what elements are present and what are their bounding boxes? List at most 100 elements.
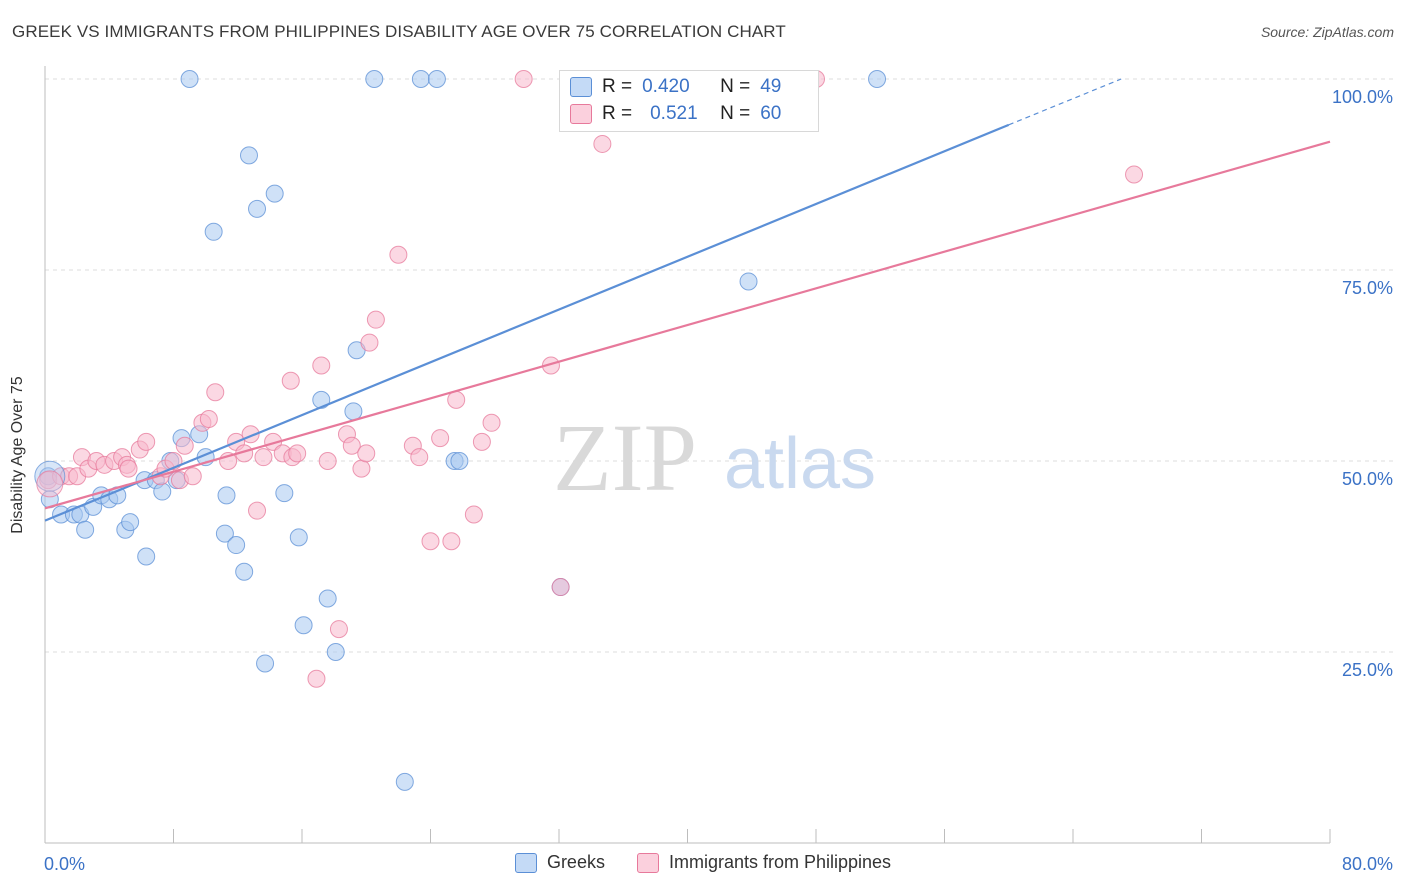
- philippines-point: [357, 444, 376, 463]
- philippines-point: [482, 413, 501, 432]
- philippines-point: [329, 620, 348, 639]
- legend-row-greeks: R = 0.420 N = 49: [570, 75, 781, 99]
- y-tick-label: 25.0%: [1342, 660, 1393, 680]
- greeks-point: [235, 562, 254, 581]
- legend-item-philippines: Immigrants from Philippines: [636, 852, 892, 873]
- greeks-point: [137, 547, 156, 566]
- watermark-atlas: atlas: [724, 424, 876, 504]
- philippines-point: [593, 134, 612, 153]
- legend-n-label: N =: [720, 103, 751, 124]
- philippines-point: [199, 409, 218, 428]
- philippines-point: [366, 310, 385, 329]
- greeks-point: [215, 524, 234, 543]
- greeks-point: [312, 390, 331, 409]
- philippines-point: [551, 578, 570, 597]
- legend-r-label: R =: [602, 103, 633, 124]
- y-tick-label: 50.0%: [1342, 469, 1393, 489]
- philippines-point: [410, 448, 429, 467]
- greeks-point: [121, 513, 140, 532]
- philippines-point: [36, 470, 64, 498]
- watermark: ZIP atlas: [553, 404, 876, 511]
- greeks-point: [427, 70, 446, 88]
- legend-swatch-philippines: [570, 104, 592, 124]
- greeks-point: [180, 70, 199, 88]
- philippines-point: [389, 245, 408, 264]
- legend-n-value: 49: [760, 76, 782, 97]
- greeks-trend-line: [44, 123, 1010, 522]
- legend-item-greeks: Greeks: [514, 852, 605, 873]
- legend-swatch-greeks: [570, 77, 592, 97]
- philippines-point: [447, 390, 466, 409]
- legend-label-greeks: Greeks: [546, 852, 605, 872]
- philippines-point: [183, 467, 202, 486]
- greeks-point: [248, 199, 267, 218]
- greeks-point: [411, 70, 430, 88]
- greeks-point: [76, 520, 95, 539]
- source-label: Source: ZipAtlas.com: [1260, 24, 1394, 40]
- greeks-point: [739, 272, 758, 291]
- y-tick-label: 75.0%: [1342, 278, 1393, 298]
- philippines-point: [442, 532, 461, 551]
- philippines-point: [360, 333, 379, 352]
- greeks-point: [239, 146, 258, 165]
- greeks-point: [294, 616, 313, 635]
- philippines-point: [248, 501, 267, 520]
- x-tick-label: 0.0%: [44, 854, 85, 874]
- philippines-point: [307, 669, 326, 688]
- legend-n-value: 60: [760, 103, 782, 124]
- greeks-point: [275, 484, 294, 503]
- philippines-point: [352, 459, 371, 478]
- trend-lines: [44, 78, 1331, 522]
- watermark-zip: ZIP: [553, 404, 697, 511]
- philippines-point: [312, 356, 331, 375]
- greeks-point: [289, 528, 308, 547]
- greeks-point: [326, 643, 345, 661]
- legend-swatch-philippines: [636, 852, 659, 873]
- greeks-point: [153, 482, 172, 501]
- greeks-point: [868, 70, 887, 88]
- greeks-point: [204, 222, 223, 241]
- tick-labels: 25.0% 50.0% 75.0% 100.0% 0.0% 80.0%: [44, 87, 1393, 874]
- philippines-point: [464, 505, 483, 524]
- greeks-point: [217, 486, 236, 505]
- philippines-point: [175, 436, 194, 455]
- legend-label-philippines: Immigrants from Philippines: [668, 852, 892, 872]
- greeks-trend-extension: [1008, 78, 1122, 126]
- legend-row-philippines: R = 0.521 N = 60: [570, 102, 781, 126]
- greeks-point: [227, 536, 246, 555]
- philippines-point: [342, 436, 361, 455]
- philippines-point: [281, 371, 300, 390]
- greeks-point: [365, 70, 384, 88]
- philippines-trend-line: [44, 140, 1331, 510]
- stats-legend: R = 0.420 N = 49 R = 0.521 N = 60: [559, 70, 819, 132]
- greeks-point: [265, 184, 284, 203]
- philippines-point: [254, 448, 273, 467]
- greeks-point: [318, 589, 337, 608]
- legend-swatch-greeks: [514, 852, 537, 873]
- greeks-point: [450, 452, 469, 470]
- chart-title: GREEK VS IMMIGRANTS FROM PHILIPPINES DIS…: [12, 22, 786, 41]
- philippines-point: [1125, 165, 1144, 184]
- philippines-point: [137, 432, 156, 451]
- greeks-point: [256, 654, 275, 673]
- philippines-point: [421, 532, 440, 551]
- data-points: [34, 70, 1144, 791]
- y-tick-label: 100.0%: [1332, 87, 1393, 107]
- legend-r-value: 0.521: [650, 103, 698, 124]
- legend-r-label: R =: [602, 76, 633, 97]
- greeks-point: [34, 460, 66, 492]
- philippines-point: [206, 383, 225, 402]
- axes: [44, 66, 1331, 844]
- philippines-point: [472, 432, 491, 451]
- greeks-point: [395, 772, 414, 791]
- x-tick-label: 80.0%: [1342, 854, 1393, 874]
- philippines-point: [431, 429, 450, 448]
- philippines-point: [318, 452, 337, 470]
- legend-n-label: N =: [720, 76, 751, 97]
- philippines-point: [119, 459, 138, 478]
- greeks-point: [344, 402, 363, 421]
- series-legend: Greeks Immigrants from Philippines: [0, 852, 1406, 873]
- philippines-point: [288, 444, 307, 463]
- legend-r-value: 0.420: [642, 76, 690, 97]
